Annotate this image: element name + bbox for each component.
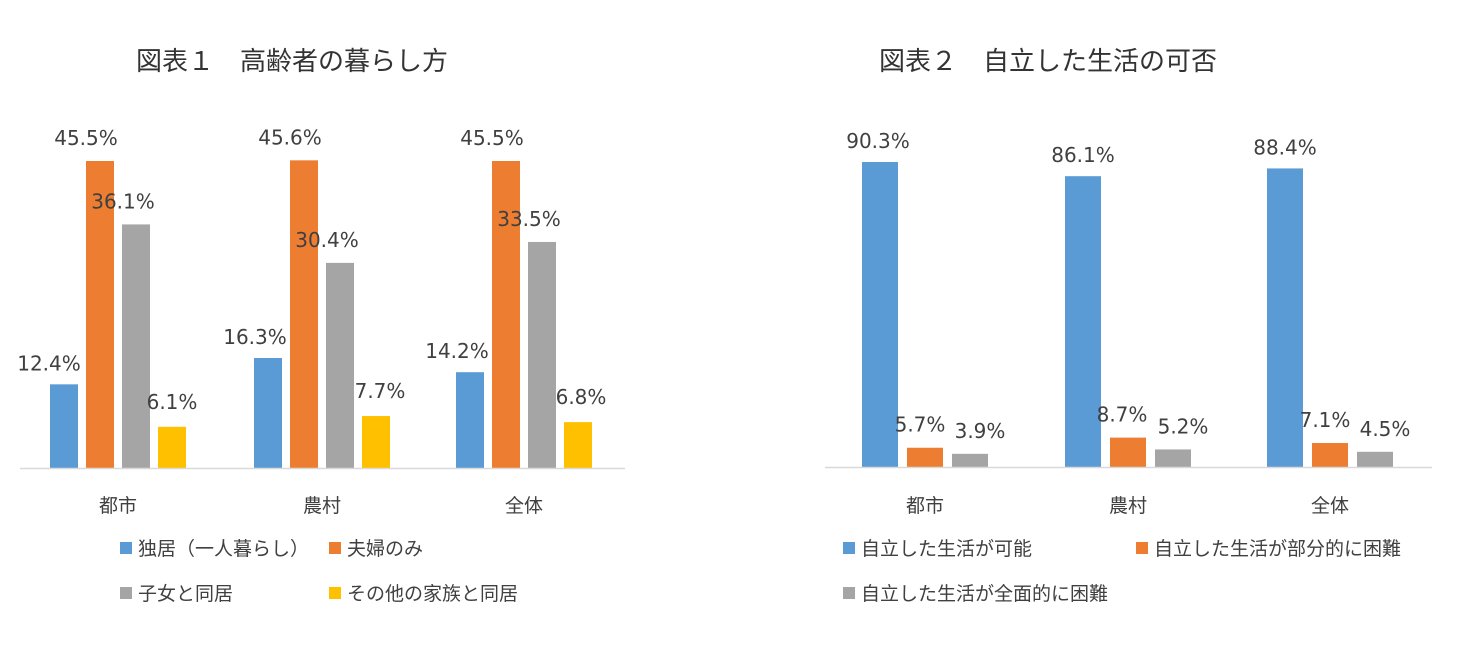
bar-c1-s3-0 [158, 426, 186, 468]
bar-c1-s2-1 [326, 262, 354, 468]
legend-label-c1-2: 子女と同居 [138, 583, 233, 605]
data-label-c1-s3-2: 6.8% [556, 385, 607, 409]
data-label-c1-s1-2: 45.5% [460, 126, 524, 150]
legend-swatch-c1-0 [120, 542, 132, 554]
category-label-c2-2: 全体 [1311, 495, 1349, 517]
legend-swatch-c1-2 [120, 587, 132, 599]
legend-label-c2-1: 自立した生活が部分的に困難 [1154, 538, 1401, 560]
data-label-c1-s3-1: 7.7% [355, 379, 406, 403]
bar-c1-s0-1 [254, 358, 282, 468]
legend-label-c1-0: 独居（一人暮らし） [138, 538, 309, 560]
bar-c1-s1-0 [86, 161, 114, 468]
data-label-c1-s0-0: 12.4% [17, 351, 81, 375]
bar-c2-s1-2 [1312, 443, 1348, 467]
bar-c1-s2-0 [122, 224, 150, 468]
data-label-c2-s0-1: 86.1% [1051, 143, 1115, 167]
legend-swatch-c1-1 [329, 542, 341, 554]
legend-label-c2-2: 自立した生活が全面的に困難 [861, 583, 1108, 605]
chart-1-title: 図表１ 高齢者の暮らし方 [136, 47, 448, 77]
bar-c1-s0-0 [50, 384, 78, 468]
legend-swatch-c2-0 [843, 542, 855, 554]
data-label-c1-s1-1: 45.6% [258, 125, 322, 149]
bar-c1-s1-2 [492, 161, 520, 468]
data-label-c2-s1-2: 7.1% [1300, 408, 1351, 432]
bar-c1-s3-2 [564, 422, 592, 468]
bar-c1-s3-1 [362, 416, 390, 468]
bar-c1-s0-2 [456, 372, 484, 468]
data-label-c1-s0-2: 14.2% [425, 339, 489, 363]
bar-c2-s0-0 [862, 162, 898, 467]
bar-c2-s2-2 [1357, 451, 1393, 467]
legend-swatch-c2-1 [1136, 542, 1148, 554]
category-label-c2-0: 都市 [906, 495, 944, 517]
legend-swatch-c1-3 [329, 587, 341, 599]
bar-c2-s2-0 [952, 453, 988, 467]
data-label-c1-s2-2: 33.5% [497, 207, 561, 231]
data-label-c2-s2-1: 5.2% [1158, 414, 1209, 438]
chart-2-title: 図表２ 自立した生活の可否 [879, 47, 1217, 77]
data-label-c2-s0-0: 90.3% [846, 129, 910, 153]
data-label-c2-s2-2: 4.5% [1360, 417, 1411, 441]
data-label-c1-s2-1: 30.4% [295, 228, 359, 252]
data-label-c1-s0-1: 16.3% [223, 325, 287, 349]
category-label-c2-1: 農村 [1109, 495, 1147, 517]
bar-c1-s1-1 [290, 160, 318, 469]
data-label-c2-s1-0: 5.7% [895, 413, 946, 437]
legend-label-c1-3: その他の家族と同居 [347, 583, 518, 605]
category-label-c1-1: 農村 [303, 495, 341, 517]
bar-c1-s2-2 [528, 241, 556, 468]
chart-2-independent-living: 図表２ 自立した生活の可否 90.3% 5.7% 3.9% 都市 86.1% 8.7% 5.2… [825, 47, 1432, 605]
category-label-c1-2: 全体 [505, 495, 543, 517]
legend-swatch-c2-2 [843, 587, 855, 599]
data-label-c2-s0-2: 88.4% [1253, 135, 1317, 159]
data-label-c2-s2-0: 3.9% [955, 419, 1006, 443]
category-label-c1-0: 都市 [99, 495, 137, 517]
data-label-c2-s1-1: 8.7% [1097, 403, 1148, 427]
data-label-c1-s2-0: 36.1% [91, 189, 155, 213]
bar-c2-s0-1 [1065, 176, 1101, 468]
bar-c2-s0-2 [1267, 168, 1303, 468]
legend-label-c2-0: 自立した生活が可能 [861, 538, 1032, 560]
chart-1-living-arrangements: 図表１ 高齢者の暮らし方 12.4% 45.5% 36.1% 6.1% 都市 16.3% 45… [17, 47, 625, 605]
legend-label-c1-1: 夫婦のみ [347, 538, 423, 560]
data-label-c1-s3-0: 6.1% [147, 390, 198, 414]
bar-c2-s1-1 [1110, 437, 1146, 467]
bar-c2-s1-0 [907, 447, 943, 467]
bar-c2-s2-1 [1155, 449, 1191, 467]
data-label-c1-s1-0: 45.5% [54, 126, 118, 150]
